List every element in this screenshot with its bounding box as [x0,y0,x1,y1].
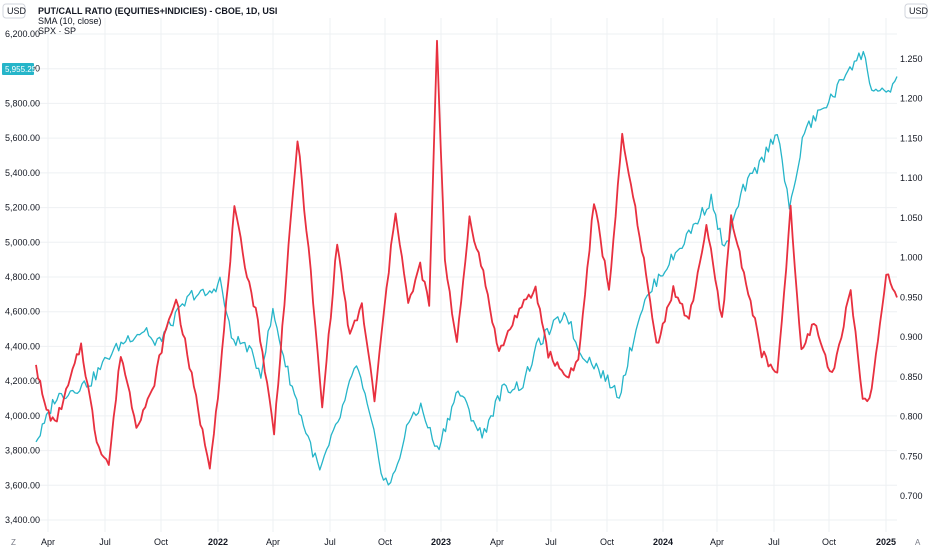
chart-title: PUT/CALL RATIO (EQUITIES+INDICIES) - CBO… [38,6,277,16]
right-tick-label: 1.200 [900,94,923,104]
x-tick-label: 2025 [876,537,896,547]
x-tick-label: 2023 [431,537,451,547]
x-tick-label: Apr [710,537,724,547]
right-unit-label: USD [909,6,929,16]
x-tick-label: Oct [154,537,169,547]
right-tick-label: 0.900 [900,332,923,342]
time-axis: Apr Jul Oct 2022 Apr Jul Oct 2023 Apr Jul Oct 2024 A… [41,537,896,547]
left-tick-label: 5,800.00 [5,98,40,108]
x-tick-label: Apr [41,537,55,547]
left-tick-label: 3,600.00 [5,480,40,490]
grid-lines [36,18,897,532]
left-tick-label: 5,600.00 [5,133,40,143]
x-tick-label: Jul [768,537,780,547]
last-price-badge [2,63,34,75]
x-tick-label: Jul [99,537,111,547]
right-tick-label: 1.100 [900,173,923,183]
corner-left-label: Z [11,538,16,547]
x-tick-label: Jul [545,537,557,547]
left-unit-box[interactable] [2,3,26,19]
left-tick-label: 6,200.00 [5,29,40,39]
right-tick-label: 0.750 [900,451,923,461]
right-tick-label: 1.050 [900,213,923,223]
x-tick-label: Oct [600,537,615,547]
x-tick-label: Oct [378,537,393,547]
right-tick-label: 1.150 [900,133,923,143]
put-call-sma-series-line [35,39,898,470]
left-tick-label: 5,200.00 [5,203,40,213]
left-tick-label: 3,800.00 [5,446,40,456]
right-axis: 1.250 1.200 1.150 1.100 1.050 1.000 0.950 0.900… [900,54,923,501]
left-tick-label: 4,800.00 [5,272,40,282]
indicator-label: SMA (10, close) [38,16,102,26]
last-price-value: 5,955.25 [5,65,37,74]
right-tick-label: 0.950 [900,292,923,302]
left-tick-label: 4,400.00 [5,341,40,351]
x-tick-label: Apr [490,537,504,547]
left-tick-label: 5,400.00 [5,168,40,178]
right-tick-label: 0.800 [900,412,923,422]
right-tick-label: 1.000 [900,253,923,263]
x-tick-label: Jul [324,537,336,547]
x-tick-label: Apr [266,537,280,547]
left-tick-label: 4,600.00 [5,307,40,317]
right-tick-label: 0.700 [900,491,923,501]
x-tick-label: Oct [822,537,837,547]
x-tick-label: 2022 [208,537,228,547]
left-tick-label: 3,400.00 [5,515,40,525]
right-tick-label: 0.850 [900,372,923,382]
left-axis: 6,200.006,000.005,800.005,600.005,400.00… [5,29,40,525]
right-unit-box[interactable] [904,3,928,19]
left-tick-label: 5,000.00 [5,237,40,247]
spx-series-line [35,50,898,486]
left-tick-label: 4,200.00 [5,376,40,386]
x-tick-label: 2024 [653,537,673,547]
corner-right-label: A [915,538,921,547]
left-unit-label: USD [7,6,27,16]
series-label: SPX · SP [38,26,76,36]
right-tick-label: 1.250 [900,54,923,64]
left-tick-label: 4,000.00 [5,411,40,421]
